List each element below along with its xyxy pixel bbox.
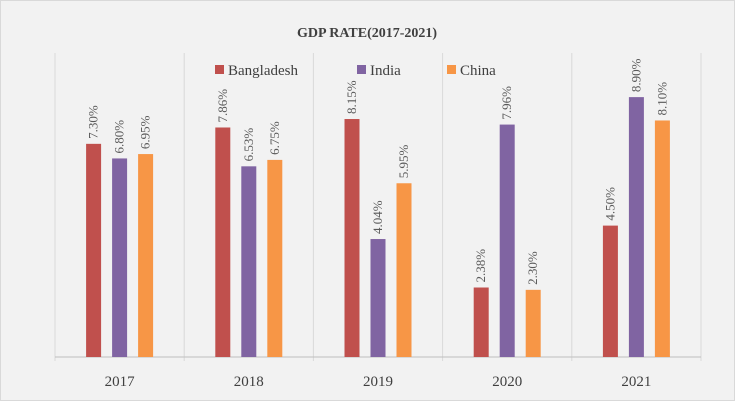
data-label-india-2018: 6.53% xyxy=(241,128,256,162)
legend-swatch xyxy=(357,65,366,74)
category-label-2019: 2019 xyxy=(363,374,393,390)
bar-china-2021 xyxy=(654,120,670,357)
data-label-china-2018: 6.75% xyxy=(267,121,282,155)
data-label-bangladesh-2017: 7.30% xyxy=(86,105,101,139)
category-label-2021: 2021 xyxy=(621,374,651,390)
bar-india-2019 xyxy=(370,239,386,357)
bar-india-2020 xyxy=(499,124,515,358)
data-label-bangladesh-2019: 8.15% xyxy=(344,80,359,114)
legend-swatch xyxy=(215,65,224,74)
category-label-2018: 2018 xyxy=(234,374,264,390)
data-label-bangladesh-2018: 7.86% xyxy=(215,89,230,123)
legend-item-bangladesh: Bangladesh xyxy=(215,63,298,79)
data-label-china-2021: 8.10% xyxy=(654,82,669,116)
category-label-2020: 2020 xyxy=(492,374,522,390)
bar-china-2019 xyxy=(396,183,412,357)
bar-bangladesh-2019 xyxy=(344,119,360,358)
legend-swatch xyxy=(447,65,456,74)
legend-label: China xyxy=(460,63,496,79)
plot-area: 7.30% 6.80% 6.95% 2017 7.86% 6.53% 6.75% 2018 8.… xyxy=(54,53,702,390)
bar-india-2018 xyxy=(241,166,257,357)
data-label-india-2020: 7.96% xyxy=(499,86,514,120)
bar-china-2020 xyxy=(525,289,541,357)
data-label-china-2020: 2.30% xyxy=(525,251,540,285)
data-label-china-2019: 5.95% xyxy=(396,145,411,179)
data-label-india-2019: 4.04% xyxy=(370,200,385,234)
data-label-bangladesh-2021: 4.50% xyxy=(602,187,617,221)
legend-item-india: India xyxy=(357,63,401,79)
category-label-2017: 2017 xyxy=(105,374,136,390)
legend-label: Bangladesh xyxy=(228,63,298,79)
bar-china-2018 xyxy=(267,159,283,357)
bar-india-2017 xyxy=(112,158,128,357)
bar-china-2017 xyxy=(138,154,154,357)
bar-bangladesh-2021 xyxy=(602,225,618,357)
data-label-bangladesh-2020: 2.38% xyxy=(473,249,488,283)
data-label-china-2017: 6.95% xyxy=(138,115,153,149)
bar-bangladesh-2017 xyxy=(86,143,102,357)
legend-item-china: China xyxy=(447,63,496,79)
bar-india-2021 xyxy=(628,97,644,358)
bar-bangladesh-2018 xyxy=(215,127,231,357)
chart-title: GDP RATE(2017-2021) xyxy=(297,26,437,41)
bar-bangladesh-2020 xyxy=(473,287,489,357)
legend: Bangladesh India China xyxy=(215,63,496,79)
data-label-india-2021: 8.90% xyxy=(628,58,643,92)
data-label-india-2017: 6.80% xyxy=(112,120,127,154)
legend-label: India xyxy=(370,63,401,79)
